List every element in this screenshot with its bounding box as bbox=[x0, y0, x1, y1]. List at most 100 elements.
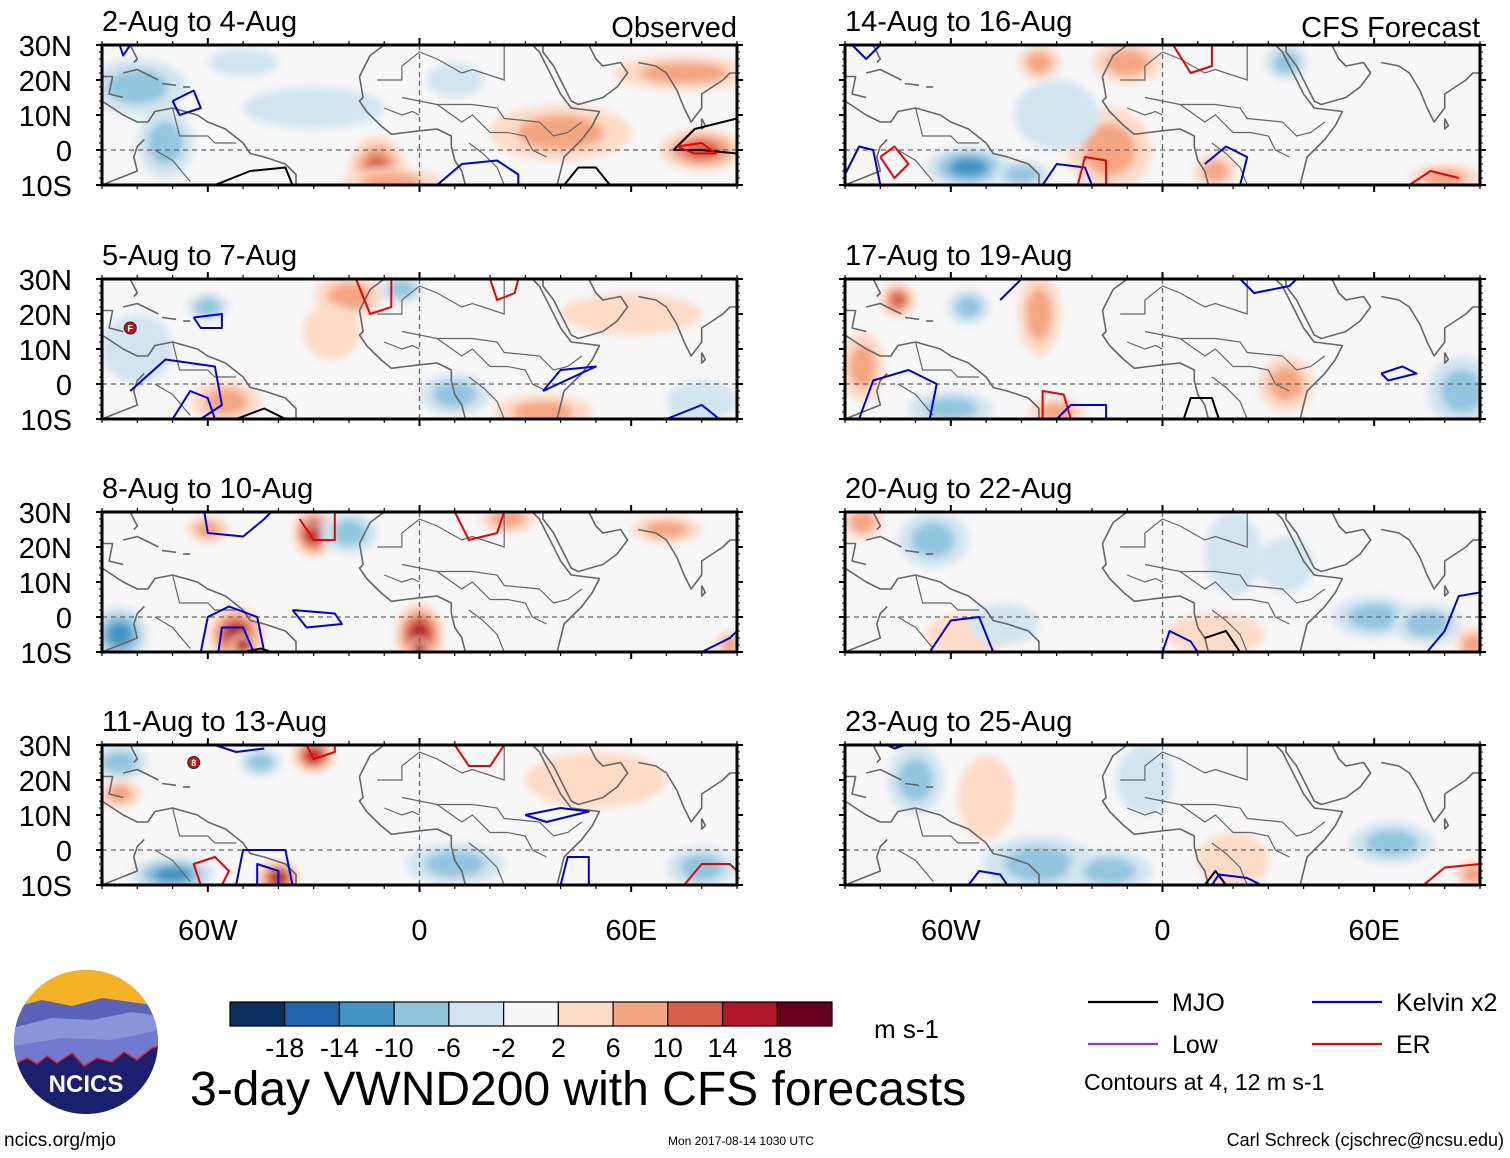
anomaly-region bbox=[957, 755, 1015, 840]
coastline bbox=[542, 745, 629, 806]
coastline bbox=[542, 512, 629, 573]
anomaly-region bbox=[153, 866, 192, 883]
coastline bbox=[358, 543, 467, 652]
country-border bbox=[1211, 142, 1248, 185]
coastline bbox=[102, 75, 124, 99]
anomaly-region bbox=[1348, 604, 1401, 630]
anomaly-region bbox=[106, 785, 133, 803]
coastline bbox=[358, 310, 467, 419]
country-border bbox=[538, 588, 583, 604]
country-border bbox=[377, 45, 505, 81]
coastline bbox=[1443, 118, 1450, 130]
anomaly-region bbox=[247, 753, 274, 772]
coastline bbox=[1101, 45, 1128, 77]
column-label: Observed bbox=[611, 12, 737, 44]
legend-label: ER bbox=[1396, 1031, 1431, 1059]
y-tick-label: 10N bbox=[19, 801, 72, 833]
country-border bbox=[383, 807, 420, 816]
colorbar-tick-label: -18 bbox=[265, 1033, 304, 1063]
y-tick-label: 10S bbox=[20, 871, 72, 903]
y-tick-label: 20N bbox=[19, 66, 72, 98]
anomaly-region bbox=[911, 522, 955, 558]
country-border bbox=[468, 609, 505, 652]
coastline bbox=[102, 334, 297, 419]
country-border bbox=[1120, 512, 1248, 548]
coastline bbox=[700, 818, 707, 830]
anomaly-region bbox=[303, 303, 360, 360]
colorbar-tick-label: 6 bbox=[606, 1033, 621, 1063]
coastline bbox=[1101, 279, 1128, 311]
coastline bbox=[872, 512, 882, 531]
colorbar-tick-label: 2 bbox=[551, 1033, 566, 1063]
anomaly-region bbox=[1004, 846, 1074, 882]
anomaly-region bbox=[360, 172, 422, 185]
coastline bbox=[1101, 76, 1210, 185]
coastline bbox=[1274, 512, 1344, 652]
coastline bbox=[358, 745, 385, 777]
y-tick-label: 0 bbox=[56, 136, 72, 168]
legend-label: Low bbox=[1172, 1031, 1219, 1059]
kelvin-contour bbox=[1161, 630, 1199, 652]
website-link[interactable]: ncics.org/mjo bbox=[4, 1130, 116, 1151]
country-border bbox=[383, 574, 420, 583]
country-border bbox=[154, 849, 191, 882]
colorbar-swatch bbox=[667, 1001, 724, 1027]
coastline bbox=[129, 45, 139, 64]
coastline bbox=[845, 800, 1040, 885]
anomaly-region bbox=[1440, 369, 1480, 413]
country-border bbox=[436, 104, 547, 158]
kelvin-contour bbox=[928, 616, 995, 652]
coastline bbox=[638, 61, 737, 123]
column-label: CFS Forecast bbox=[1301, 12, 1480, 44]
kelvin-contour bbox=[118, 45, 132, 57]
country-border bbox=[172, 107, 237, 144]
anomaly-region bbox=[949, 158, 988, 177]
coastline bbox=[123, 302, 159, 315]
ncics-logo: NCICS bbox=[14, 970, 158, 1114]
coastline bbox=[531, 279, 601, 419]
coastline bbox=[1381, 61, 1480, 123]
colorbar-swatch bbox=[338, 1001, 395, 1027]
anomaly-region bbox=[1462, 634, 1480, 652]
colorbar-units: m s-1 bbox=[874, 1014, 939, 1044]
kelvin-contour bbox=[858, 369, 938, 419]
er-contour bbox=[192, 856, 230, 885]
er-contour bbox=[1408, 170, 1460, 185]
coastline bbox=[866, 68, 902, 81]
kelvin-contour bbox=[203, 512, 273, 538]
anomaly-region bbox=[1202, 160, 1229, 182]
anomaly-region bbox=[331, 520, 367, 546]
kelvin-contour bbox=[999, 279, 1023, 301]
mjo-contour bbox=[672, 117, 737, 155]
coastline bbox=[161, 782, 177, 787]
coastline bbox=[845, 838, 888, 885]
anomaly-region bbox=[1105, 49, 1149, 76]
anomaly-region bbox=[1257, 536, 1315, 593]
x-tick-label: 0 bbox=[1154, 915, 1170, 947]
coastline bbox=[358, 45, 385, 77]
anomaly-region bbox=[203, 388, 248, 415]
map-panel: 23-Aug to 25-Aug 60W 0 60E bbox=[839, 706, 1486, 947]
colorbar-swatch bbox=[393, 1001, 450, 1027]
colorbar-swatch bbox=[284, 1001, 341, 1027]
tropical-cyclone-icon bbox=[123, 321, 137, 335]
country-border bbox=[1120, 745, 1248, 781]
anomaly-region bbox=[1026, 51, 1053, 74]
kelvin-contour bbox=[845, 145, 882, 185]
figure-title: 3-day VWND200 with CFS forecasts bbox=[190, 1063, 967, 1116]
x-tick-label: 60W bbox=[921, 915, 981, 947]
coastline bbox=[866, 302, 902, 315]
coastline bbox=[123, 68, 159, 81]
y-tick-label: 30N bbox=[19, 31, 72, 63]
coastline bbox=[123, 768, 159, 781]
coastline bbox=[1101, 543, 1210, 652]
y-tick-label: 10N bbox=[19, 335, 72, 367]
x-tick-label: 60E bbox=[1348, 915, 1400, 947]
mjo-contour bbox=[235, 407, 286, 419]
kelvin-contour bbox=[1041, 163, 1093, 185]
y-tick-label: 10S bbox=[20, 638, 72, 670]
logo-text: NCICS bbox=[49, 1071, 124, 1098]
coastline bbox=[904, 82, 920, 87]
